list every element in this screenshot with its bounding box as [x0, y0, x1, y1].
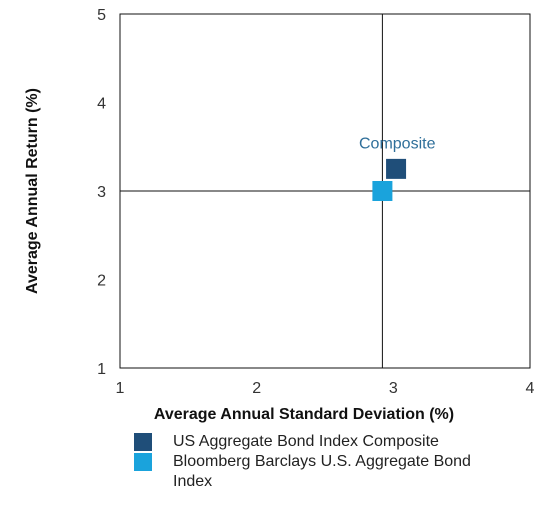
data-point-composite [386, 158, 407, 179]
x-tick-label: 4 [526, 380, 535, 397]
y-tick-label: 3 [97, 184, 106, 201]
legend: US Aggregate Bond Index Composite Bloomb… [131, 432, 511, 492]
y-tick-label: 1 [97, 361, 106, 378]
x-tick-labels: 1 2 3 4 [116, 380, 535, 397]
legend-swatch-benchmark [134, 453, 152, 471]
annotations: Composite [359, 135, 436, 152]
x-axis-title: Average Annual Standard Deviation (%) [154, 406, 454, 423]
legend-item-composite: US Aggregate Bond Index Composite [131, 432, 511, 452]
legend-item-benchmark: Bloomberg Barclays U.S. Aggregate Bond I… [131, 452, 511, 492]
data-points [372, 158, 407, 201]
legend-label-composite: US Aggregate Bond Index Composite [173, 433, 439, 450]
x-tick-label: 3 [389, 380, 398, 397]
y-axis-title: Average Annual Return (%) [24, 88, 41, 294]
legend-swatch-composite [134, 433, 152, 451]
annotation-label: Composite [359, 135, 436, 152]
y-tick-label: 5 [97, 7, 106, 24]
data-point-benchmark [372, 181, 393, 201]
legend-label-benchmark: Bloomberg Barclays U.S. Aggregate Bond I… [173, 453, 471, 490]
x-tick-label: 1 [116, 380, 125, 397]
y-tick-label: 2 [97, 273, 106, 290]
y-tick-labels: 1 2 3 4 5 [97, 7, 106, 378]
scatter-chart: 1 2 3 4 1 2 3 4 5 Composite Average Annual Stan… [24, 7, 535, 423]
y-tick-label: 4 [97, 96, 106, 113]
x-tick-label: 2 [252, 380, 261, 397]
